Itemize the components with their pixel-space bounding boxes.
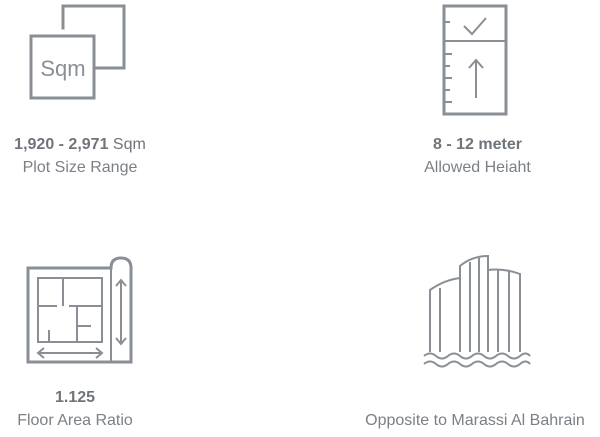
allowed-height-value: 8 - 12 meter — [433, 136, 522, 153]
floor-area-ratio-label: Floor Area Ratio — [17, 412, 133, 429]
waterfront-buildings-icon — [423, 254, 531, 368]
feature-floor-area-ratio: 1.125 Floor Area Ratio — [0, 240, 150, 437]
floor-area-ratio-value: 1.125 — [54, 389, 96, 406]
plot-size-label: Plot Size Range — [22, 159, 138, 176]
feature-allowed-height: 8 - 12 meter Allowed Heiaht — [400, 0, 555, 190]
floor-plan-icon — [26, 256, 133, 364]
plot-size-icon-text: Sqm — [40, 56, 85, 81]
location-label: Opposite to Marassi Al Bahrain — [365, 412, 585, 429]
feature-location: Opposite to Marassi Al Bahrain — [350, 240, 600, 437]
plot-size-icon: Sqm — [29, 4, 126, 100]
plot-size-value: 1,920 - 2,971 Sqm — [14, 136, 146, 153]
allowed-height-label: Allowed Heiaht — [424, 159, 531, 176]
feature-plot-size: Sqm 1,920 - 2,971 Sqm Plot Size Range — [0, 0, 160, 190]
height-ruler-icon — [442, 4, 508, 116]
